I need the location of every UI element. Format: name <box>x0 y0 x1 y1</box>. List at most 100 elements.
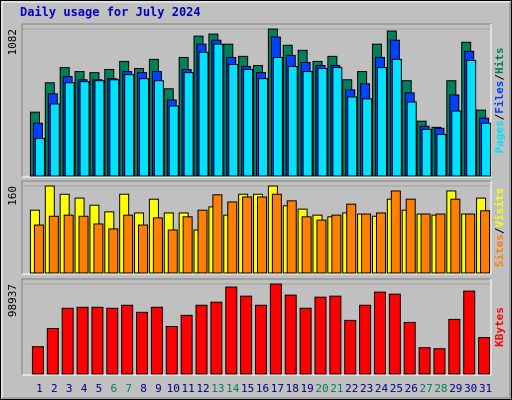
bar <box>165 325 178 375</box>
x-tick-label: 4 <box>81 382 88 395</box>
x-tick-label: 15 <box>241 382 254 395</box>
bar <box>153 80 164 177</box>
x-tick-label: 20 <box>315 382 328 395</box>
bar <box>448 318 461 375</box>
bar <box>63 214 74 274</box>
bar <box>284 294 297 375</box>
x-tick-label: 12 <box>196 382 209 395</box>
x-tick-label: 9 <box>155 382 162 395</box>
bar <box>406 101 417 177</box>
x-tick-label: 30 <box>464 382 477 395</box>
bar <box>79 81 90 177</box>
bar <box>465 213 476 274</box>
bar <box>228 63 239 177</box>
x-tick-label: 26 <box>405 382 418 395</box>
bar <box>421 128 432 177</box>
x-tick-label: 6 <box>110 382 117 395</box>
bar <box>433 348 446 375</box>
bar <box>451 110 462 177</box>
x-tick-label: 22 <box>345 382 358 395</box>
bar <box>123 214 134 274</box>
bar <box>225 286 238 375</box>
bar <box>195 304 208 375</box>
frame-dark <box>21 180 491 274</box>
bar <box>46 327 59 375</box>
x-tick-label: 24 <box>375 382 389 395</box>
bar <box>375 212 386 274</box>
bar <box>124 74 135 177</box>
bar <box>286 200 297 274</box>
x-tick-label: 16 <box>256 382 269 395</box>
bar <box>33 224 44 274</box>
bar <box>287 65 298 177</box>
legend-entry: KBytes <box>493 307 506 347</box>
x-tick-label: 8 <box>140 382 147 395</box>
bar <box>240 295 253 375</box>
bar <box>182 216 193 274</box>
legend-entry: Files <box>493 81 506 114</box>
bar <box>314 296 327 375</box>
x-tick-label: 28 <box>434 382 447 395</box>
x-tick-label: 14 <box>226 382 240 395</box>
x-tick-label: 5 <box>96 382 103 395</box>
x-tick-label: 19 <box>300 382 313 395</box>
x-tick-label: 7 <box>125 382 132 395</box>
bar <box>106 307 119 375</box>
bar <box>94 80 105 177</box>
legend-separator: / <box>493 113 506 120</box>
x-tick-label: 10 <box>167 382 180 395</box>
bar <box>212 194 223 274</box>
bar <box>108 228 119 274</box>
legend-separator: / <box>493 227 506 234</box>
bar <box>257 196 267 274</box>
bar <box>255 304 267 375</box>
bar <box>31 346 44 375</box>
bar <box>242 196 253 274</box>
bar <box>198 51 209 177</box>
bar <box>197 209 208 274</box>
bar <box>180 314 193 375</box>
frame-dark <box>21 23 491 177</box>
bar <box>478 337 491 375</box>
x-tick-label: 1 <box>36 382 43 395</box>
bar <box>299 307 312 375</box>
y-tick-label: 98937 <box>6 284 19 317</box>
bar <box>109 79 120 177</box>
bar <box>329 295 342 375</box>
bar <box>359 304 372 375</box>
bar <box>34 137 45 177</box>
frame-dark <box>21 278 491 375</box>
bar <box>48 215 59 274</box>
bar <box>420 213 431 274</box>
x-tick-label: 13 <box>211 382 224 395</box>
legend-entry: Sites <box>493 234 506 267</box>
bar <box>167 229 178 274</box>
bar <box>362 98 373 177</box>
bar <box>418 347 431 375</box>
bar <box>183 72 194 177</box>
bar <box>346 203 357 274</box>
bar <box>121 304 134 375</box>
x-tick-label: 17 <box>271 382 284 395</box>
bar <box>316 219 327 274</box>
bar <box>391 58 402 177</box>
bar <box>213 43 224 177</box>
bar <box>136 311 149 375</box>
y-tick-label: 1082 <box>6 29 19 56</box>
axis-legend: Pages/Files/Hits <box>493 48 506 154</box>
bar <box>271 193 282 274</box>
bar <box>436 133 447 177</box>
bar <box>272 56 283 177</box>
bar <box>480 210 491 274</box>
bar <box>61 307 74 375</box>
bar <box>317 68 328 177</box>
bar <box>269 283 282 375</box>
bar <box>403 321 416 375</box>
legend-entry: Hits <box>493 48 506 75</box>
bar <box>463 290 476 375</box>
bar <box>210 301 223 375</box>
bar <box>150 306 163 375</box>
